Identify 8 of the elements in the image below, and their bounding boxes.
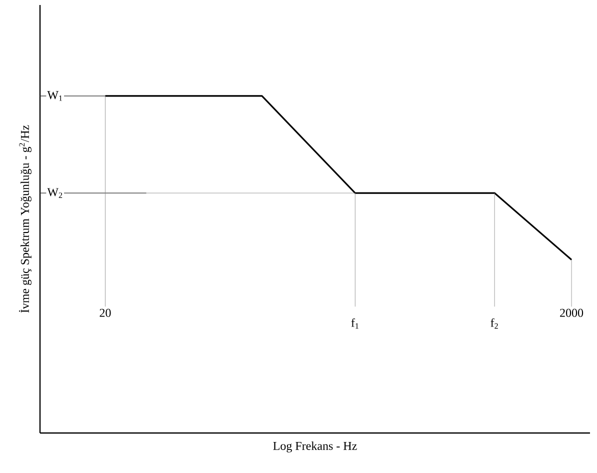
y-axis-title: İvme güç Spektrum Yoğunluğu - g$^{2}$/Hz	[18, 125, 32, 313]
ref-line-label: W$_{1}$	[47, 91, 62, 101]
ref-line-label: f$_{2}$	[490, 318, 498, 329]
ref-line-label: W$_{2}$	[47, 188, 62, 198]
x-tick-label: 20	[100, 308, 111, 317]
x-axis-title: Log Frekans - Hz	[273, 442, 357, 452]
x-tick-label: 2000	[560, 308, 584, 317]
ref-line-label: f$_{1}$	[351, 318, 358, 329]
